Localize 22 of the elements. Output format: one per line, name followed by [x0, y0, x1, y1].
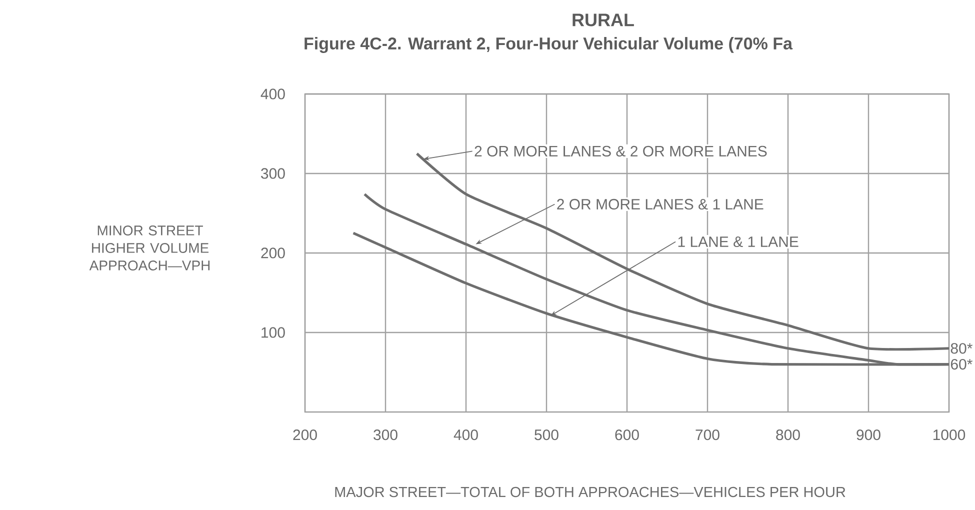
x-axis-title: MAJOR STREET—TOTAL OF BOTH APPROACHES—VEHICLES PER HOUR — [335, 486, 846, 498]
x-tick-label: 400 — [454, 430, 478, 440]
annotation: 2 OR MORE LANES & 1 LANE — [557, 198, 764, 210]
annotation: 2 OR MORE LANES & 2 OR MORE LANES — [474, 146, 767, 156]
chart-subtitle: Figure 4C-2. Warrant 2, Four-Hour Vehicular Volume (70% Fa — [304, 37, 793, 53]
y-tick-label: 300 — [261, 168, 285, 179]
y-tick-label: 100 — [262, 327, 285, 338]
y-tick-label: 200 — [261, 248, 285, 258]
annotation: 60* — [950, 358, 972, 370]
x-tick-label: 500 — [534, 430, 558, 440]
annotation: 1 LANE & 1 LANE — [678, 236, 798, 248]
x-tick-label: 900 — [856, 430, 880, 440]
x-tick-label: 200 — [293, 430, 317, 440]
x-tick-label: 1000 — [933, 430, 966, 440]
y-tick-label: 400 — [260, 88, 285, 100]
x-tick-label: 300 — [374, 430, 398, 440]
annotation: 80* — [950, 343, 972, 354]
y-axis-title: MINOR STREET HIGHER VOLUME APPROACH—VPH — [89, 226, 210, 270]
x-tick-label: 800 — [776, 430, 800, 440]
chart-title: RURAL — [572, 14, 634, 26]
x-tick-label: 600 — [615, 430, 639, 440]
x-tick-label: 700 — [696, 430, 720, 440]
